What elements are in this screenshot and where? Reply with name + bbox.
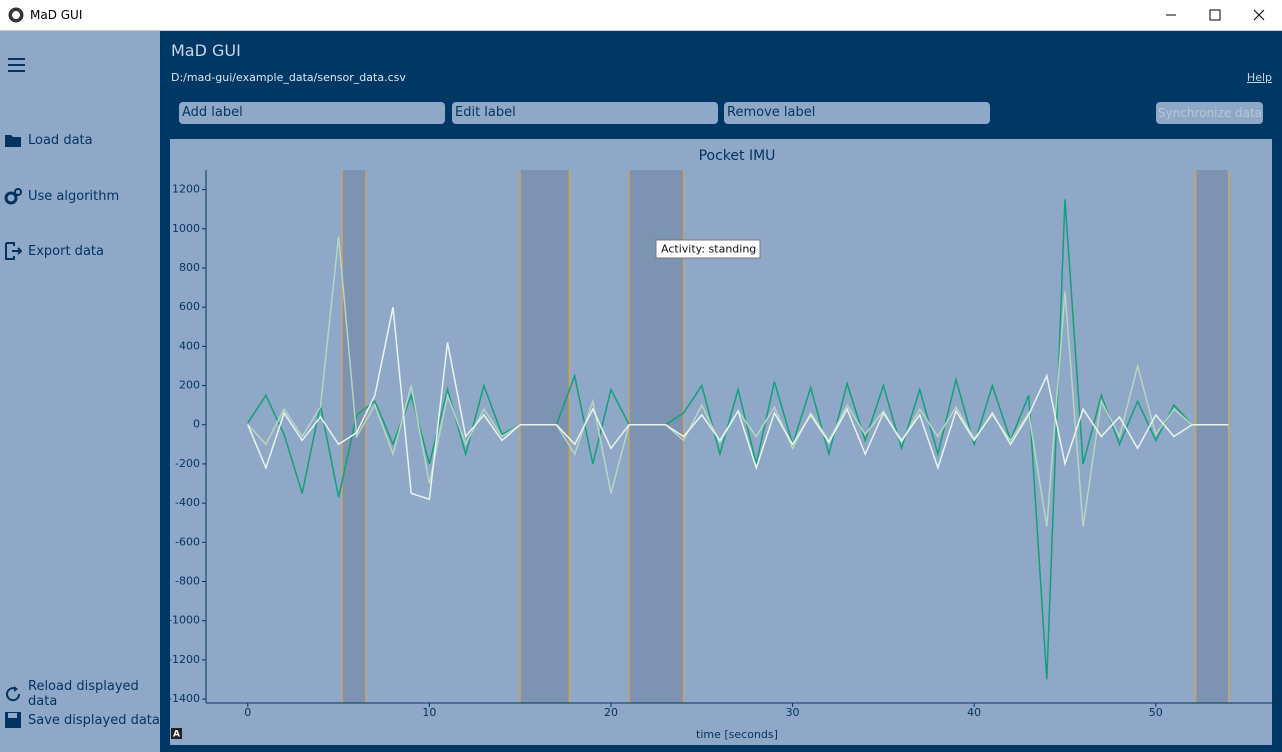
autoscale-label: A — [173, 730, 180, 740]
label-region — [1195, 170, 1229, 703]
edit-label-button[interactable]: Edit label — [452, 102, 718, 124]
y-tick-label: -1200 — [170, 653, 200, 666]
sidebar-item[interactable]: Save displayed data — [4, 711, 160, 729]
window-controls — [1166, 9, 1265, 21]
y-tick-label: -400 — [175, 496, 200, 509]
y-tick-label: -200 — [175, 457, 200, 470]
y-tick-label: -600 — [175, 535, 200, 548]
x-tick-label: 10 — [422, 706, 436, 719]
title-bar: MaD GUI — [0, 0, 1282, 31]
y-tick-label: 1000 — [172, 222, 200, 235]
maximize[interactable] — [1209, 9, 1221, 21]
sidebar: Load data Use algorithm Export data Relo… — [0, 31, 160, 752]
add-label-button[interactable]: Add label — [179, 102, 445, 124]
y-tick-label: 1200 — [172, 183, 200, 196]
window-title: MaD GUI — [30, 8, 83, 22]
x-tick-label: 40 — [967, 706, 981, 719]
sidebar-item[interactable]: Export data — [4, 242, 104, 260]
label-region — [342, 170, 366, 703]
autoscale-button[interactable] — [171, 728, 182, 739]
x-tick-label: 0 — [244, 706, 251, 719]
chart-title: Pocket IMU — [699, 148, 776, 164]
label: Save displayed data — [28, 712, 160, 728]
app-icon — [8, 7, 24, 23]
signal-line — [247, 307, 1229, 501]
x-tick-label: 20 — [604, 706, 618, 719]
y-tick-label: -1000 — [170, 614, 200, 627]
tooltip-box — [655, 239, 761, 259]
close[interactable] — [1253, 9, 1265, 21]
y-tick-label: 600 — [179, 300, 200, 313]
y-tick-label: 0 — [193, 418, 200, 431]
menu-button[interactable] — [8, 57, 28, 73]
x-tick-label: 30 — [786, 706, 800, 719]
sync-button[interactable]: Synchronize data — [1156, 102, 1263, 124]
tooltip: Activity: standing — [655, 239, 761, 259]
sidebar-item[interactable]: Use algorithm — [4, 187, 119, 205]
label: Export data — [28, 243, 104, 259]
plot-background — [170, 139, 1272, 745]
label: Load data — [28, 132, 93, 148]
label: Use algorithm — [28, 188, 120, 204]
y-tick-label: -800 — [175, 575, 200, 588]
sidebar-item[interactable]: Load data — [4, 132, 93, 148]
x-axis-label: time [seconds] — [696, 728, 778, 741]
app-title: MaD GUI — [171, 41, 241, 60]
y-tick-label: -1400 — [170, 692, 200, 705]
label-region — [629, 170, 684, 703]
tooltip-text: Activity: standing — [661, 243, 756, 256]
file-path: D:/mad-gui/example_data/sensor_data.csv — [171, 71, 406, 84]
label: Reload displayed data — [28, 679, 139, 709]
help-link[interactable]: Help — [1246, 71, 1272, 84]
signal-line — [247, 199, 1229, 680]
sidebar-item[interactable]: Reload displayed data — [4, 679, 160, 709]
remove-label-button[interactable]: Remove label — [724, 102, 990, 124]
chart: Pocket IMU time [seconds] A -1400 -1200 -1… — [170, 139, 1272, 745]
x-tick-label: 50 — [1149, 706, 1163, 719]
y-tick-label: 200 — [179, 379, 200, 392]
y-tick-label: 400 — [179, 339, 200, 352]
label-region — [520, 170, 570, 703]
y-tick-label: 800 — [179, 261, 200, 274]
